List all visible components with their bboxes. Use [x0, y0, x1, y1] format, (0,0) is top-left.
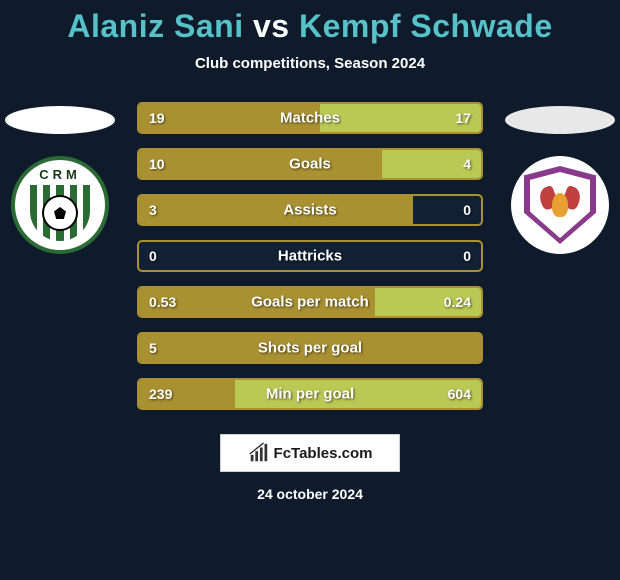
stat-label: Goals — [289, 156, 331, 173]
stat-value-left: 0.53 — [149, 294, 176, 310]
stat-row: Goals per match 0.53 0.24 — [137, 286, 483, 318]
left-team-abbr: CRM — [24, 167, 96, 182]
brand-badge: FcTables.com — [220, 434, 400, 472]
right-team-badge — [511, 156, 609, 254]
stat-label: Min per goal — [266, 386, 354, 403]
stat-label: Hattricks — [278, 248, 342, 265]
stats-list: Matches 19 17 Goals 10 4 Assists 3 0 Hattricks 0 0 G… — [137, 102, 483, 410]
brand-text: FcTables.com — [274, 445, 373, 462]
chart-icon — [248, 442, 270, 464]
page-title: Alaniz Sani vs Kempf Schwade — [0, 0, 620, 45]
stat-value-right: 604 — [448, 386, 471, 402]
stat-value-left: 10 — [149, 156, 165, 172]
stat-value-right: 4 — [463, 156, 471, 172]
left-ellipse-decoration — [5, 106, 115, 134]
stat-value-left: 19 — [149, 110, 165, 126]
right-ellipse-decoration — [505, 106, 615, 134]
stat-bar-left — [139, 196, 413, 224]
player-right-name: Kempf Schwade — [299, 8, 553, 44]
stat-label: Assists — [283, 202, 336, 219]
stat-bar-left — [139, 150, 382, 178]
left-team-badge: CRM — [11, 156, 109, 254]
soccer-ball-icon — [42, 195, 78, 231]
stat-value-right: 0.24 — [444, 294, 471, 310]
stat-value-left: 239 — [149, 386, 172, 402]
stat-label: Goals per match — [251, 294, 369, 311]
stat-row: Hattricks 0 0 — [137, 240, 483, 272]
phoenix-icon — [540, 185, 580, 225]
right-team-column — [500, 102, 620, 254]
stat-value-left: 3 — [149, 202, 157, 218]
stat-label: Matches — [280, 110, 340, 127]
player-left-name: Alaniz Sani — [67, 8, 243, 44]
stat-row: Assists 3 0 — [137, 194, 483, 226]
stat-label: Shots per goal — [258, 340, 362, 357]
stat-row: Matches 19 17 — [137, 102, 483, 134]
stat-row: Min per goal 239 604 — [137, 378, 483, 410]
stat-value-right: 17 — [455, 110, 471, 126]
footer-date: 24 october 2024 — [0, 486, 620, 502]
subtitle: Club competitions, Season 2024 — [0, 55, 620, 72]
stat-value-left: 5 — [149, 340, 157, 356]
vs-text: vs — [253, 8, 290, 44]
stat-value-right: 0 — [463, 248, 471, 264]
stat-row: Goals 10 4 — [137, 148, 483, 180]
comparison-panel: CRM Matches1917Goals104Assist — [0, 102, 620, 410]
left-team-column: CRM — [0, 102, 120, 254]
stat-value-right: 0 — [463, 202, 471, 218]
stat-value-left: 0 — [149, 248, 157, 264]
stat-row: Shots per goal 5 — [137, 332, 483, 364]
